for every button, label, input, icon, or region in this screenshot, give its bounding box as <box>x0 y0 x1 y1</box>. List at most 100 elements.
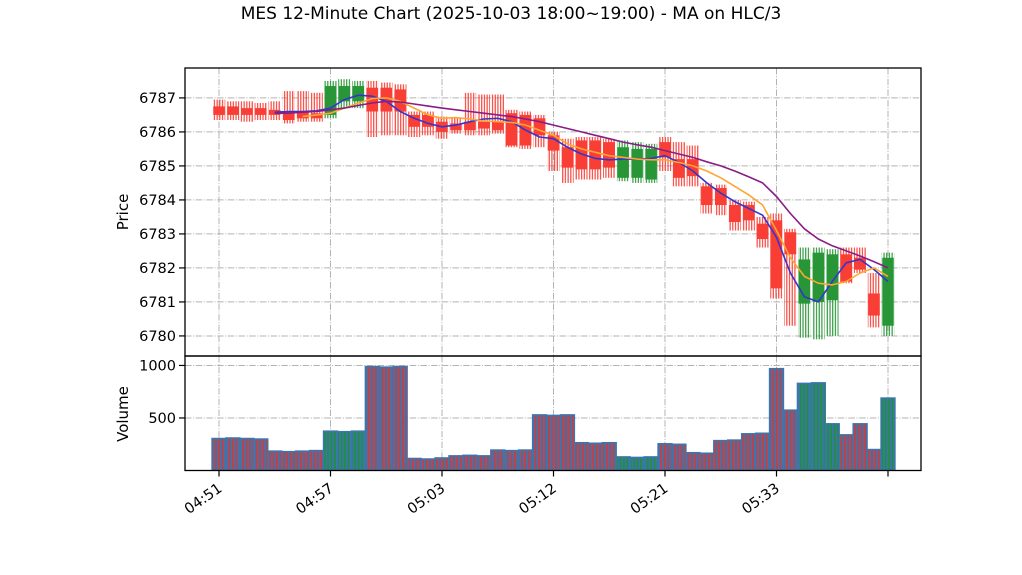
candle-body <box>213 106 225 115</box>
volume-bar <box>239 437 255 471</box>
volume-bar <box>601 441 617 471</box>
candle-body <box>338 86 351 102</box>
candle-body <box>645 148 657 180</box>
candle-body <box>380 87 392 112</box>
volume-tick-label: 1000 <box>139 358 176 374</box>
price-axis-label: Price <box>114 193 132 231</box>
volume-bar <box>838 434 854 471</box>
candle-body <box>798 259 811 304</box>
volume-bar <box>824 423 840 471</box>
candle-body <box>673 159 685 178</box>
volume-axis-label: Volume <box>114 386 132 442</box>
volume-bar <box>880 397 896 471</box>
candle-body <box>882 257 894 326</box>
candle-body <box>756 223 769 240</box>
price-tick-label: 6785 <box>139 159 176 175</box>
candle-body <box>505 113 518 146</box>
volume-bar <box>294 450 311 471</box>
candle-body <box>701 186 713 206</box>
price-tick-label: 6780 <box>139 329 176 345</box>
volume-bar <box>573 441 590 471</box>
volume-bar <box>852 423 868 471</box>
price-tick-label: 6786 <box>139 125 176 141</box>
candle-body <box>728 205 741 223</box>
candle-body <box>533 118 546 136</box>
candle-body <box>310 113 323 119</box>
volume-bar <box>685 451 701 471</box>
candle-body <box>422 114 434 127</box>
candle-body <box>227 106 239 115</box>
volume-bar <box>657 443 673 471</box>
volume-bar <box>322 430 339 471</box>
volume-bar <box>531 414 548 471</box>
volume-bar <box>671 443 687 471</box>
volume-bar <box>504 449 520 471</box>
volume-bar <box>782 409 799 471</box>
candle-body <box>854 257 866 270</box>
time-tick-label: 04:51 <box>182 481 225 518</box>
candle-body <box>492 121 504 131</box>
candle-body <box>868 293 880 316</box>
volume-bar <box>796 382 813 471</box>
time-tick-label: 05:03 <box>405 481 448 518</box>
time-tick-label: 05:12 <box>516 481 559 518</box>
volume-bar <box>740 433 757 471</box>
volume-bar <box>308 449 325 471</box>
volume-bar <box>768 367 785 471</box>
volume-bar <box>350 430 367 471</box>
candle-body <box>241 108 253 115</box>
candle-body <box>464 121 476 131</box>
candle-range <box>477 94 491 136</box>
volume-bar <box>281 450 297 471</box>
volume-bar <box>490 449 506 471</box>
volume-bar <box>699 452 715 471</box>
time-tick-label: 05:33 <box>739 481 782 518</box>
volume-bar <box>727 439 743 471</box>
time-tick-label: 04:57 <box>293 481 336 518</box>
candle-body <box>269 109 281 115</box>
chart-title: MES 12-Minute Chart (2025-10-03 18:00~19… <box>240 4 782 24</box>
candle-body <box>561 147 574 168</box>
volume-bar <box>476 455 492 471</box>
candle-body <box>352 86 365 102</box>
volume-bar <box>559 414 576 471</box>
candle-body <box>659 142 671 158</box>
candle-body <box>478 121 490 129</box>
volume-bar <box>629 456 645 471</box>
volume-bar <box>253 438 269 471</box>
volume-bar <box>420 458 436 471</box>
volume-bar <box>587 442 603 471</box>
price-tick-label: 6784 <box>139 193 176 209</box>
volume-bar <box>713 439 729 471</box>
candle-body <box>715 188 727 206</box>
candle-body <box>296 111 309 119</box>
volume-bar <box>517 449 534 471</box>
candle-body <box>840 254 852 282</box>
ma-slow-line <box>274 100 889 269</box>
candle-body <box>812 252 825 302</box>
volume-bar <box>754 432 771 471</box>
candle-body <box>324 86 337 115</box>
volume-bar <box>364 365 380 471</box>
candle-body <box>394 89 406 112</box>
volume-bar <box>336 430 353 471</box>
candle-body <box>617 147 629 178</box>
volume-bar <box>866 448 882 471</box>
volume-bar <box>810 382 826 471</box>
price-tick-label: 6782 <box>139 261 176 277</box>
volume-bar <box>643 456 659 471</box>
candle-body <box>547 135 560 151</box>
candle-body <box>366 87 379 112</box>
volume-bar <box>392 365 408 471</box>
candle-body <box>575 140 588 170</box>
volume-bar <box>545 414 562 471</box>
candle-body <box>255 108 267 115</box>
candle-body <box>450 123 462 131</box>
volume-bar <box>406 457 422 471</box>
volume-bar <box>448 455 464 471</box>
volume-bar <box>378 366 394 471</box>
candle-body <box>408 114 420 127</box>
candle-body <box>784 232 797 255</box>
